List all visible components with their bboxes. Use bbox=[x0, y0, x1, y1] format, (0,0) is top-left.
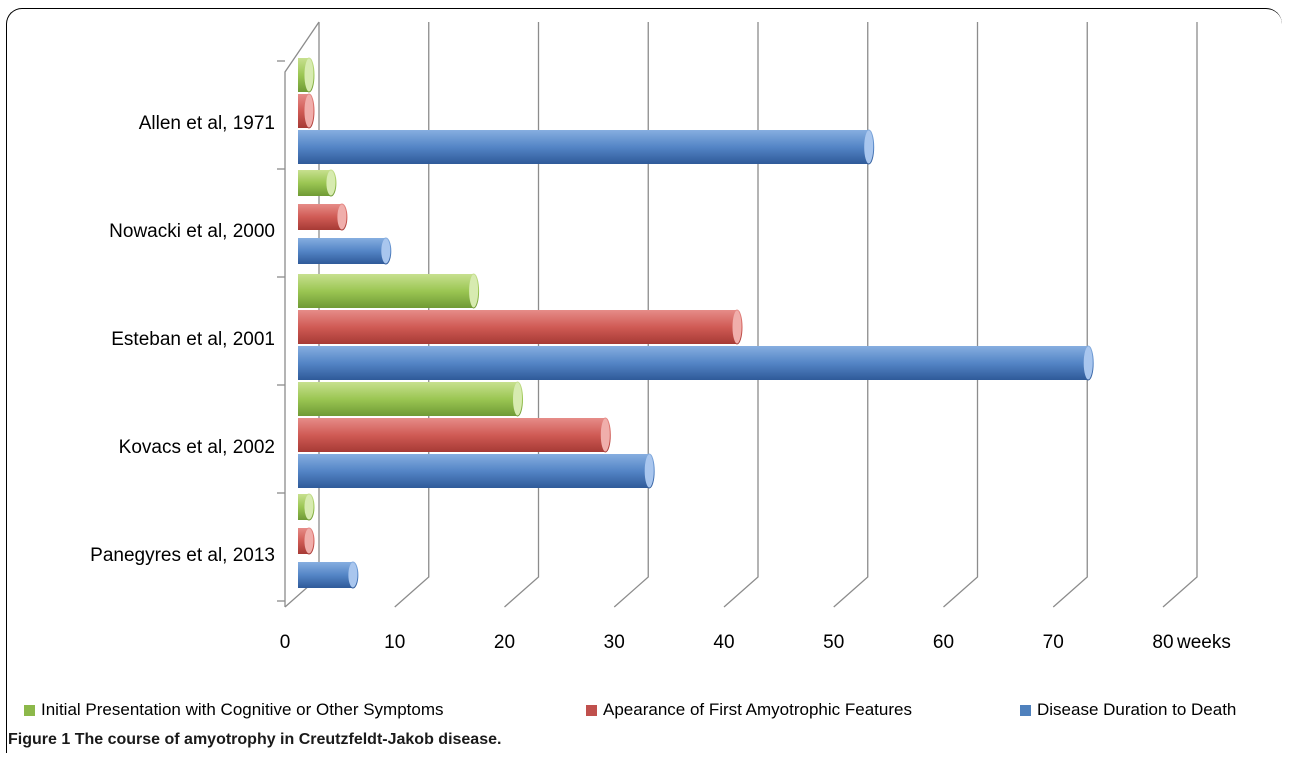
x-tick-label: 30 bbox=[604, 632, 625, 653]
x-tick-label: 50 bbox=[823, 632, 844, 653]
bar bbox=[298, 274, 474, 308]
bar-end-cap bbox=[468, 273, 480, 309]
legend-swatch-green bbox=[24, 704, 35, 716]
y-axis-line bbox=[284, 21, 320, 607]
legend-swatch-blue bbox=[1020, 704, 1031, 716]
legend: Initial Presentation with Cognitive or O… bbox=[0, 700, 1290, 724]
gridline bbox=[1162, 22, 1198, 608]
category-label: Esteban et al, 2001 bbox=[111, 329, 275, 350]
gridline bbox=[394, 22, 430, 608]
x-tick-label: 20 bbox=[494, 632, 515, 653]
legend-label: Disease Duration to Death bbox=[1037, 700, 1237, 719]
bar bbox=[298, 562, 353, 588]
gridline bbox=[613, 22, 649, 608]
gridline bbox=[1052, 22, 1088, 608]
x-tick-label: 10 bbox=[384, 632, 405, 653]
bar-end-cap bbox=[599, 417, 611, 453]
category-label: Kovacs et al, 2002 bbox=[119, 437, 275, 458]
axis-labels: Allen et al, 1971 Nowacki et al, 2000 Este… bbox=[90, 113, 1231, 653]
bar-end-cap bbox=[380, 237, 392, 265]
bar-end-cap bbox=[347, 561, 359, 589]
bar bbox=[298, 346, 1089, 380]
x-tick-label: 60 bbox=[933, 632, 954, 653]
bar-end-cap bbox=[303, 57, 315, 93]
x-unit-label: weeks bbox=[1176, 632, 1231, 653]
figure-frame bbox=[6, 8, 1282, 753]
bar-end-cap bbox=[325, 169, 337, 197]
figure-caption: Figure 1 The course of amyotrophy in Cre… bbox=[8, 731, 501, 749]
x-tick-label: 0 bbox=[280, 632, 291, 653]
x-tick-label: 70 bbox=[1043, 632, 1064, 653]
gridline bbox=[833, 22, 869, 608]
x-tick-label: 40 bbox=[713, 632, 734, 653]
bars bbox=[298, 57, 1094, 589]
legend-label: Apearance of First Amyotrophic Features bbox=[603, 700, 912, 719]
bar bbox=[298, 204, 342, 230]
caption-label: Figure 1 bbox=[8, 731, 71, 748]
legend-item-initial-presentation: Initial Presentation with Cognitive or O… bbox=[24, 700, 444, 720]
bar-end-cap bbox=[512, 381, 523, 417]
bar-end-cap bbox=[863, 129, 875, 165]
category-label: Panegyres et al, 2013 bbox=[90, 545, 275, 566]
legend-swatch-red bbox=[586, 704, 597, 716]
gridline bbox=[504, 22, 540, 608]
category-label: Nowacki et al, 2000 bbox=[109, 221, 275, 242]
x-tick-label: 80 bbox=[1152, 632, 1173, 653]
legend-label: Initial Presentation with Cognitive or O… bbox=[41, 700, 444, 719]
legend-item-disease-duration: Disease Duration to Death bbox=[1020, 700, 1236, 720]
bar-end-cap bbox=[303, 527, 315, 555]
category-label: Allen et al, 1971 bbox=[139, 113, 275, 134]
gridline bbox=[723, 22, 759, 608]
bar-end-cap bbox=[336, 203, 348, 231]
bar-end-cap bbox=[731, 309, 743, 345]
bar-end-cap bbox=[1082, 345, 1094, 381]
legend-item-amyotrophic-features: Apearance of First Amyotrophic Features bbox=[586, 700, 912, 720]
bar bbox=[298, 130, 869, 164]
bar-end-cap bbox=[303, 493, 315, 521]
caption-text: The course of amyotrophy in Creutzfeldt-… bbox=[74, 731, 502, 748]
bar-chart: Allen et al, 1971 Nowacki et al, 2000 Este… bbox=[90, 21, 1231, 653]
bar bbox=[298, 310, 737, 344]
bar-end-cap bbox=[643, 453, 655, 489]
bar bbox=[298, 238, 386, 264]
bar bbox=[298, 382, 518, 416]
bar bbox=[298, 454, 650, 488]
gridline bbox=[943, 22, 979, 608]
bar-end-cap bbox=[303, 93, 315, 129]
bar bbox=[298, 418, 606, 452]
